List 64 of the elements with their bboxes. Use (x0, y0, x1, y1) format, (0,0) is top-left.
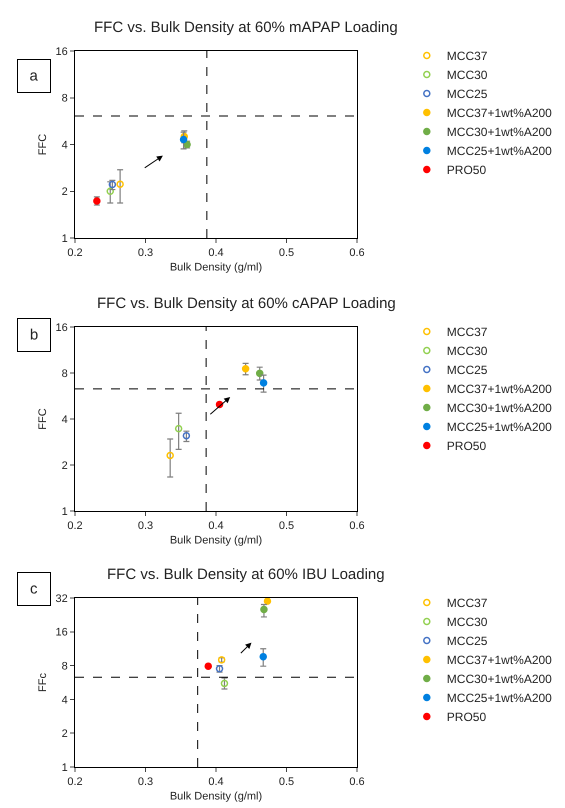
x-tick-label: 0.5 (278, 776, 294, 788)
y-tick-label: 2 (62, 186, 68, 198)
legend-label: MCC25 (446, 363, 488, 378)
legend-label: MCC25+1wt%A200 (446, 144, 552, 158)
legend-label: MCC37 (446, 596, 488, 610)
legend-label: MCC30+1wt%A200 (446, 401, 552, 416)
chart-title: FFC vs. Bulk Density at 60% IBU Loading (107, 566, 385, 583)
legend-label: MCC30 (446, 615, 488, 630)
x-axis-title: Bulk Density (g/ml) (170, 790, 262, 802)
x-tick-label: 0.2 (67, 520, 83, 532)
y-tick-label: 2 (62, 728, 68, 740)
x-tick-label: 0.3 (138, 247, 154, 260)
legend-label: MCC30 (446, 68, 488, 82)
legend-label: MCC30+1wt%A200 (446, 672, 552, 686)
y-tick-label: 1 (62, 232, 68, 245)
y-tick-label: 16 (56, 46, 68, 58)
x-tick-label: 0.2 (67, 776, 83, 788)
text: b (30, 326, 38, 344)
legend-label: MCC25+1wt%A200 (446, 691, 552, 706)
y-axis-title: FFC (37, 134, 50, 156)
text: c (30, 580, 38, 598)
y-tick-label: 4 (62, 139, 68, 152)
text: a (30, 68, 38, 84)
x-tick-label: 0.6 (349, 776, 365, 788)
y-tick-label: 4 (62, 414, 68, 426)
legend-label: MCC25+1wt%A200 (446, 420, 552, 434)
legend-label: PRO50 (446, 439, 486, 454)
x-tick-label: 0.6 (349, 247, 365, 260)
y-tick-label: 16 (56, 322, 68, 334)
legend-label: MCC30+1wt%A200 (446, 125, 552, 140)
x-tick-label: 0.3 (138, 520, 154, 532)
x-tick-label: 0.2 (67, 247, 83, 260)
y-tick-label: 8 (62, 92, 68, 105)
legend-label: MCC37+1wt%A200 (446, 382, 552, 396)
y-tick-label: 4 (62, 694, 68, 706)
x-tick-label: 0.4 (208, 776, 224, 788)
y-tick-label: 32 (56, 592, 68, 605)
x-axis-title: Bulk Density (g/ml) (170, 261, 262, 274)
legend-label: PRO50 (446, 163, 486, 178)
y-tick-label: 2 (62, 460, 68, 472)
y-tick-label: 8 (62, 660, 68, 672)
legend-label: MCC37 (446, 49, 488, 64)
legend-label: MCC30 (446, 344, 488, 358)
y-tick-label: 1 (62, 762, 68, 774)
x-axis-title: Bulk Density (g/ml) (170, 534, 262, 546)
x-tick-label: 0.5 (278, 520, 294, 532)
y-tick-label: 16 (56, 626, 68, 639)
chart-title: FFC vs. Bulk Density at 60% cAPAP Loading (97, 295, 396, 312)
legend-label: MCC37+1wt%A200 (446, 106, 552, 120)
y-axis-title: FFC (37, 408, 50, 430)
legend-label: MCC37 (446, 325, 488, 340)
legend-label: MCC37+1wt%A200 (446, 653, 552, 668)
legend-label: MCC25 (446, 87, 488, 102)
x-tick-label: 0.5 (278, 247, 294, 260)
y-tick-label: 1 (62, 506, 68, 518)
legend-label: MCC25 (446, 634, 488, 648)
chart-title: FFC vs. Bulk Density at 60% mAPAP Loading (94, 19, 398, 36)
x-tick-label: 0.3 (138, 776, 154, 788)
x-tick-label: 0.6 (349, 520, 365, 532)
y-tick-label: 8 (62, 368, 68, 380)
y-axis-title: FFc (37, 672, 50, 692)
x-tick-label: 0.4 (208, 520, 224, 532)
legend-label: PRO50 (446, 710, 486, 724)
x-tick-label: 0.4 (208, 247, 224, 260)
